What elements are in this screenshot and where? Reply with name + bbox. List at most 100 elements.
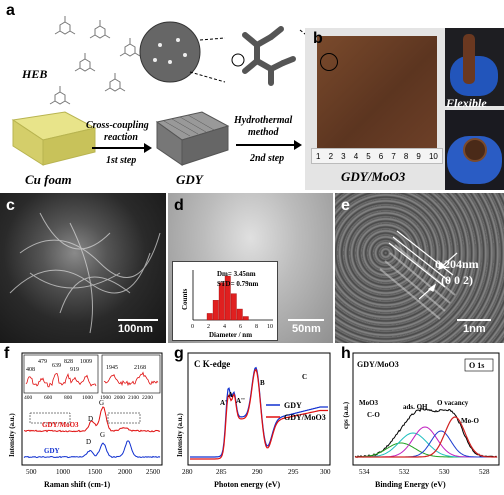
panel-letter-g: g [174,345,184,362]
panel-b-label: GDY/MoO3 [341,169,406,184]
peak-g-bottom: G [100,431,105,439]
inset-xtick: 400 [24,395,33,401]
inset-peak: 479 [38,359,47,365]
ruler-tick: 9 [416,151,421,161]
inset-peak: 1009 [80,359,92,365]
panel-f: f 408 479 639 828 919 1009 1945 2168 400… [0,345,168,495]
scale-label-d: 50nm [292,323,321,335]
xtick: 1500 [88,468,103,476]
film-zoom-circle [320,53,338,71]
step1-label: 1st step [106,155,137,166]
inset-xtick: 2 [207,324,210,330]
inset-xtick: 10 [267,324,273,330]
histogram-bar [218,282,225,321]
inset-xlabel: Diameter / nm [209,331,252,339]
series-bottom-label: GDY [44,447,60,455]
panel-letter-d: d [174,197,184,214]
ruler-tick: 4 [353,151,359,161]
ruler-tick: 3 [341,151,346,161]
inset-xtick: 6 [239,324,242,330]
scale-bar-c [118,319,158,321]
y-axis-label: cps (a.u.) [342,401,350,429]
inset-peak: 919 [70,367,79,373]
inset-xtick: 8 [255,324,258,330]
histogram-chart: Dm= 3.45nm STD= 0.79nm Counts 0 2 4 6 8 … [181,270,273,339]
step2-arrow-icon [236,140,302,150]
scale-label-e: 1nm [463,323,486,335]
rolled-film-bottom [463,138,487,162]
panel-c: c 100nm [0,193,166,343]
scale-bar-e [457,319,491,321]
panel-e: e 0.204nm (0 0 2) 1nm [335,193,504,343]
ruler-tick: 6 [378,151,384,161]
panel-letter-f: f [4,345,10,362]
scale-bar-d [288,319,324,321]
step2-text-line2: method [248,127,279,138]
step1-text-line2: reaction [104,132,138,143]
ruler: 1 2 3 4 5 6 7 8 9 10 [311,148,443,164]
histogram-bar [230,293,237,321]
ruler-tick: 1 [316,151,321,161]
inset-peak: 639 [52,363,61,369]
xtick: 500 [26,468,37,476]
step2-text-line1: Hydrothermal [234,115,293,126]
inset2-xtick: 2200 [142,395,153,401]
sample-label: GDY/MoO3 [357,360,399,369]
histogram-bar [242,316,249,321]
panel-g: g C K-edge A' A A'' B C GDY GDY/MoO3 280… [170,345,335,495]
step1-text-line1: Cross-coupling [86,120,149,131]
xtick: 285 [216,468,227,476]
nanowire-sem-image [9,212,161,334]
legend-gdy-moo3: GDY/MoO3 [284,413,326,422]
chart-title: O 1s [469,361,484,370]
ruler-tick: 10 [428,151,438,161]
panel-letter-h: h [341,345,351,362]
xtick: 1000 [56,468,71,476]
y-axis-label: Intensity (a.u.) [8,413,16,457]
inset2-xtick: 2100 [128,395,139,401]
annotation: ads. OH [403,403,428,411]
inset2-xtick: 1900 [100,395,111,401]
chart-title: C K-edge [194,359,230,369]
series-top-label: GDY/MoO3 [42,421,79,429]
x-axis-label: Binding Energy (eV) [375,480,446,489]
inset2-peak: 2168 [134,365,146,371]
peak-d-bottom: D [86,438,91,446]
histogram-bar [236,308,243,321]
inset-xtick: 600 [44,395,53,401]
inset-peak: 408 [26,367,35,373]
inset-std-label: STD= 0.79nm [217,280,258,288]
annotation: Mo-O [461,417,479,425]
xtick: 300 [320,468,331,476]
xtick: 295 [288,468,299,476]
lattice-spacing-label: 0.204nm [435,257,479,271]
panel-h: h GDY/MoO3 O 1s MoO3 C-O ads. OH O vacan… [337,345,504,495]
xtick: 528 [479,468,490,476]
ruler-tick: 5 [366,151,371,161]
xtick: 290 [252,468,263,476]
histogram-bar [224,275,231,321]
y-axis-label: Intensity (a.u.) [176,413,184,457]
peak-label: A [228,391,233,399]
cu-foam-label: Cu foam [25,172,72,187]
inset-xtick: 4 [223,324,226,330]
cu-foam-illustration [11,111,97,166]
peak-label: C [302,373,307,381]
ruler-tick: 7 [391,151,396,161]
panel-letter-c: c [6,197,15,214]
xtick: 530 [439,468,450,476]
ruler-tick: 2 [328,151,334,161]
inset2-xtick: 2000 [114,395,125,401]
xanes-chart: C K-edge A' A A'' B C GDY GDY/MoO3 280 2… [176,352,331,489]
inset-xtick: 0 [191,324,194,330]
step2-label: 2nd step [250,153,285,164]
annotation: C-O [367,411,380,419]
peak-g-top: G [99,399,104,407]
panel-b: b 1 2 3 4 5 6 7 8 9 10 GDY/MoO3 Flexible [305,28,504,190]
ruler-tick: 8 [403,151,409,161]
gdy-moo3-film-photo [317,36,437,154]
legend-gdy: GDY [284,401,302,410]
xtick: 534 [359,468,370,476]
panel-a: a HEB Cu foam Cross-coupling reaction 1s… [0,0,310,190]
annotation: MoO3 [359,399,379,407]
